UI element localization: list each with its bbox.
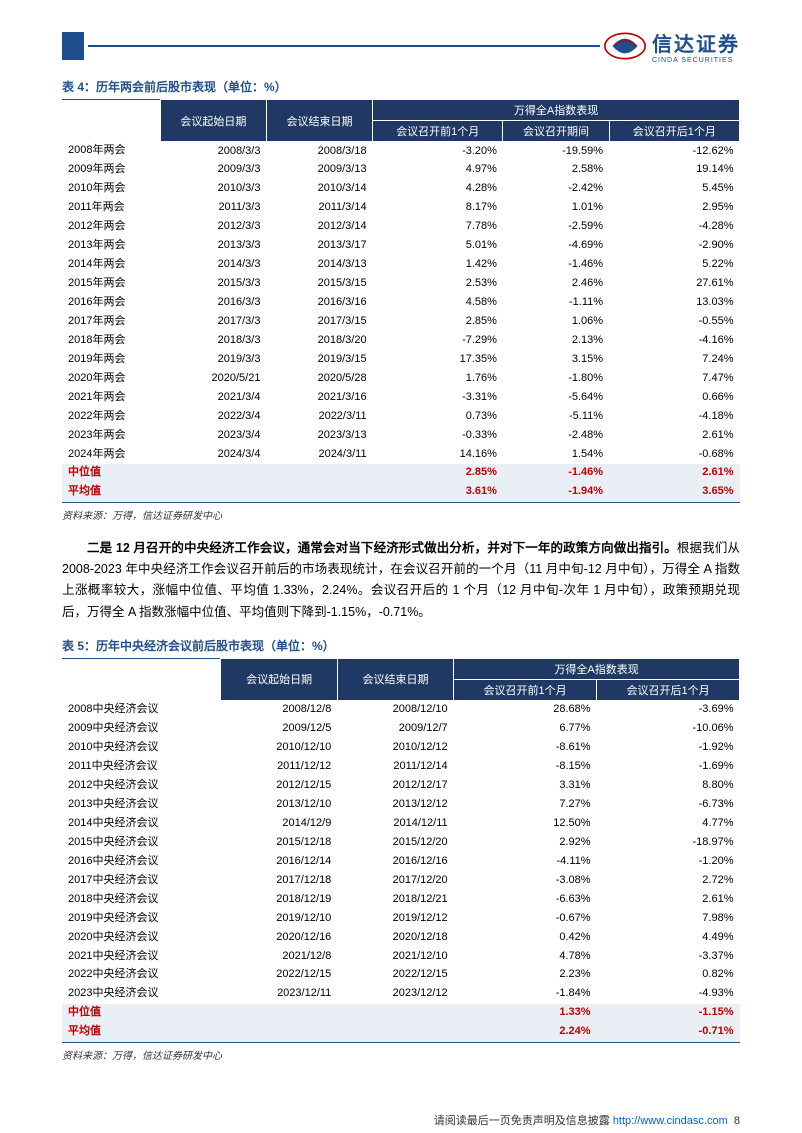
t4-h-end: 会议结束日期 xyxy=(266,100,372,142)
table-row: 2023年两会2023/3/42023/3/13-0.33%-2.48%2.61… xyxy=(62,426,740,445)
table5: 会议起始日期 会议结束日期 万得全A指数表现 会议召开前1个月 会议召开后1个月… xyxy=(62,658,740,1043)
table4-source: 资料来源：万得，信达证券研发中心 xyxy=(62,507,740,522)
table4-title: 表 4：历年两会前后股市表现（单位：%） xyxy=(62,78,740,95)
table-row: 2024年两会2024/3/42024/3/1114.16%1.54%-0.68… xyxy=(62,445,740,464)
t5-h-end: 会议结束日期 xyxy=(337,658,453,700)
table-row: 2013中央经济会议2013/12/102013/12/127.27%-6.73… xyxy=(62,796,740,815)
para-bold: 二是 12 月召开的中央经济工作会议，通常会对当下经济形式做出分析，并对下一年的… xyxy=(87,541,677,555)
table-row: 2012中央经济会议2012/12/152012/12/173.31%8.80% xyxy=(62,777,740,796)
table-row: 2011年两会2011/3/32011/3/148.17%1.01%2.95% xyxy=(62,199,740,218)
table-row: 2017中央经济会议2017/12/182017/12/20-3.08%2.72… xyxy=(62,871,740,890)
table-row: 2022年两会2022/3/42022/3/110.73%-5.11%-4.18… xyxy=(62,407,740,426)
table-row: 2018中央经济会议2018/12/192018/12/21-6.63%2.61… xyxy=(62,890,740,909)
logo-subtitle: CINDA SECURITIES xyxy=(652,57,740,64)
t5-h-after: 会议召开后1个月 xyxy=(597,679,740,700)
t4-h-group: 万得全A指数表现 xyxy=(373,100,740,121)
table-row: 2012年两会2012/3/32012/3/147.78%-2.59%-4.28… xyxy=(62,218,740,237)
table-row: 2009中央经济会议2009/12/52009/12/76.77%-10.06% xyxy=(62,720,740,739)
table-row: 2019年两会2019/3/32019/3/1517.35%3.15%7.24% xyxy=(62,350,740,369)
table-row: 2018年两会2018/3/32018/3/20-7.29%2.13%-4.16… xyxy=(62,331,740,350)
table-row: 2008中央经济会议2008/12/82008/12/1028.68%-3.69… xyxy=(62,700,740,719)
table-row: 2009年两会2009/3/32009/3/134.97%2.58%19.14% xyxy=(62,161,740,180)
footer-text: 请阅读最后一页免责声明及信息披露 xyxy=(434,1115,613,1127)
t4-h-during: 会议召开期间 xyxy=(503,121,609,142)
median-row: 中位值2.85%-1.46%2.61% xyxy=(62,464,740,483)
table4: 会议起始日期 会议结束日期 万得全A指数表现 会议召开前1个月 会议召开期间 会… xyxy=(62,99,740,503)
page-number: 8 xyxy=(734,1115,740,1127)
table5-source: 资料来源：万得，信达证券研发中心 xyxy=(62,1047,740,1062)
footer-link[interactable]: http://www.cindasc.com xyxy=(613,1115,728,1127)
table-row: 2016年两会2016/3/32016/3/164.58%-1.11%13.03… xyxy=(62,294,740,313)
median-row: 中位值1.33%-1.15% xyxy=(62,1004,740,1023)
table-row: 2020中央经济会议2020/12/162020/12/180.42%4.49% xyxy=(62,928,740,947)
table-row: 2010年两会2010/3/32010/3/144.28%-2.42%5.45% xyxy=(62,180,740,199)
page-header: 信达证券 CINDA SECURITIES xyxy=(62,0,740,64)
mean-row: 平均值3.61%-1.94%3.65% xyxy=(62,483,740,502)
table-row: 2022中央经济会议2022/12/152022/12/152.23%0.82% xyxy=(62,966,740,985)
table-row: 2014中央经济会议2014/12/92014/12/1112.50%4.77% xyxy=(62,814,740,833)
table-row: 2021中央经济会议2021/12/82021/12/104.78%-3.37% xyxy=(62,947,740,966)
t5-h-start: 会议起始日期 xyxy=(221,658,337,700)
table-row: 2021年两会2021/3/42021/3/16-3.31%-5.64%0.66… xyxy=(62,388,740,407)
t4-h-start: 会议起始日期 xyxy=(160,100,266,142)
table-row: 2019中央经济会议2019/12/102019/12/12-0.67%7.98… xyxy=(62,909,740,928)
table-row: 2015年两会2015/3/32015/3/152.53%2.46%27.61% xyxy=(62,275,740,294)
table-row: 2010中央经济会议2010/12/102010/12/12-8.61%-1.9… xyxy=(62,739,740,758)
table5-title: 表 5：历年中央经济会议前后股市表现（单位：%） xyxy=(62,637,740,654)
table-row: 2020年两会2020/5/212020/5/281.76%-1.80%7.47… xyxy=(62,369,740,388)
company-logo: 信达证券 CINDA SECURITIES xyxy=(604,28,740,64)
table-row: 2016中央经济会议2016/12/142016/12/16-4.11%-1.2… xyxy=(62,852,740,871)
body-paragraph: 二是 12 月召开的中央经济工作会议，通常会对当下经济形式做出分析，并对下一年的… xyxy=(62,538,740,623)
logo-icon xyxy=(604,28,646,64)
table-row: 2015中央经济会议2015/12/182015/12/202.92%-18.9… xyxy=(62,833,740,852)
table-row: 2014年两会2014/3/32014/3/131.42%-1.46%5.22% xyxy=(62,256,740,275)
table-row: 2013年两会2013/3/32013/3/175.01%-4.69%-2.90… xyxy=(62,237,740,256)
table-row: 2017年两会2017/3/32017/3/152.85%1.06%-0.55% xyxy=(62,312,740,331)
t5-h-group: 万得全A指数表现 xyxy=(454,658,740,679)
page-footer: 请阅读最后一页免责声明及信息披露 http://www.cindasc.com … xyxy=(62,1112,740,1128)
header-block xyxy=(62,32,84,60)
table-row: 2011中央经济会议2011/12/122011/12/14-8.15%-1.6… xyxy=(62,758,740,777)
header-line xyxy=(88,45,600,47)
t5-h-before: 会议召开前1个月 xyxy=(454,679,597,700)
table-row: 2023中央经济会议2023/12/112023/12/12-1.84%-4.9… xyxy=(62,985,740,1004)
logo-name: 信达证券 xyxy=(652,28,740,57)
t4-h-after: 会议召开后1个月 xyxy=(609,121,739,142)
t4-h-before: 会议召开前1个月 xyxy=(373,121,503,142)
table-row: 2008年两会2008/3/32008/3/18-3.20%-19.59%-12… xyxy=(62,142,740,161)
mean-row: 平均值2.24%-0.71% xyxy=(62,1023,740,1042)
